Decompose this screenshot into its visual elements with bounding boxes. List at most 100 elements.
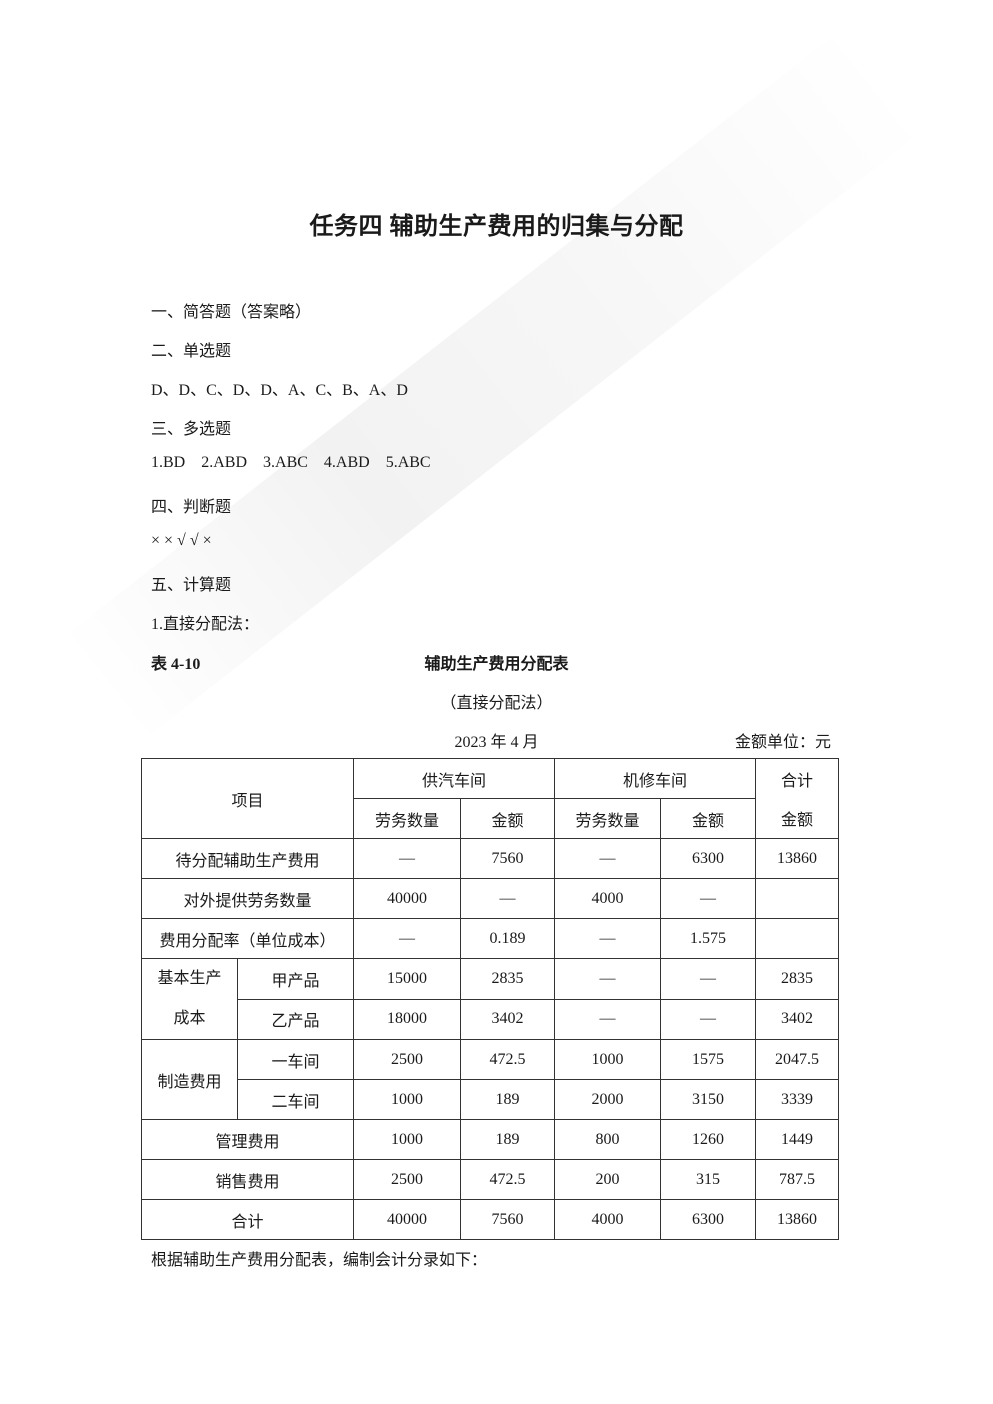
table-cell: 2000: [554, 1079, 661, 1120]
table-cell: —: [460, 878, 555, 919]
header-amount: 金额: [755, 798, 839, 839]
row-label: 甲产品: [237, 958, 354, 1000]
section-true-false: 四、判断题: [151, 499, 232, 516]
table-cell: 2500: [353, 1159, 461, 1200]
table-cell: 472.5: [460, 1039, 555, 1080]
table-row: 待分配辅助生产费用 —7560—6300 13860: [141, 838, 839, 879]
table-cell: [755, 918, 839, 959]
table-cell: 189: [460, 1079, 555, 1120]
table-row: 基本生产 成本 甲产品 15000 2835— —2835: [141, 958, 839, 1040]
table-cell: 4000: [554, 1199, 661, 1240]
page-title: 任务四 辅助生产费用的归集与分配: [309, 214, 684, 240]
table-row: 乙产品 18000 3402— —3402: [142, 998, 839, 1040]
table-cell: 787.5: [755, 1159, 839, 1200]
table-cell: 1000: [353, 1119, 461, 1160]
table-cell: 40000: [353, 1199, 461, 1240]
group-label-line: 基本生产: [157, 970, 222, 987]
section-single-choice: 二、单选题: [151, 343, 232, 360]
group-label: 制造费用: [141, 1039, 238, 1120]
table-row: 管理费用 1000 189 800 1260 1449: [141, 1119, 839, 1160]
row-label: 一车间: [237, 1039, 354, 1080]
table-unit: 金额单位：元: [734, 734, 831, 751]
table-date: 2023 年 4 月: [454, 734, 539, 751]
subheader-row: 劳务数量 金额 劳务数量 金额 金额: [142, 798, 839, 839]
row-label: 销售费用: [141, 1159, 354, 1200]
header-amount: 金额: [660, 798, 756, 839]
table-cell: 6300: [660, 1199, 756, 1240]
row-label: 合计: [141, 1199, 354, 1240]
table-cell: [755, 878, 839, 919]
table-cell: 1575: [660, 1039, 756, 1080]
table-title: 辅助生产费用分配表: [424, 656, 569, 673]
footer-text: 根据辅助生产费用分配表，编制会计分录如下：: [151, 1252, 488, 1269]
table-cell: 40000: [353, 878, 461, 919]
table-cell: 1449: [755, 1119, 839, 1160]
table-row: 对外提供劳务数量 40000—4000—: [141, 878, 839, 919]
table-cell: 2047.5: [755, 1039, 839, 1080]
table-cell: 2500: [353, 1039, 461, 1080]
group-label-line: 成本: [173, 1010, 206, 1027]
header-amount: 金额: [460, 798, 555, 839]
section-short-answer: 一、简答题（答案略）: [151, 304, 312, 321]
table-cell: 3150: [660, 1079, 756, 1120]
section-calculation: 五、计算题: [151, 577, 232, 594]
table-row: 销售费用 2500 472.5 200 315 787.5: [141, 1159, 839, 1200]
group-label: 基本生产 成本: [141, 958, 238, 1040]
table-cell: —: [660, 958, 756, 1000]
table-cell: 4000: [554, 878, 661, 919]
allocation-table: 项目 供汽车间 机修车间 合计 劳务数量 金额 劳务数量 金额 金额 待分配辅助…: [141, 758, 839, 1240]
table-cell: 7560: [460, 838, 555, 879]
header-row: 项目 供汽车间 机修车间 合计: [141, 758, 839, 839]
table-row: 合计 40000 7560 4000 6300 13860: [141, 1199, 839, 1240]
table-cell: 1000: [554, 1039, 661, 1080]
table-cell: 3402: [755, 998, 839, 1040]
table-cell: —: [554, 998, 661, 1040]
table-cell: 2835: [755, 958, 839, 1000]
table-cell: 3339: [755, 1079, 839, 1120]
table-cell: —: [660, 998, 756, 1040]
header-total: 合计: [755, 758, 839, 799]
table-cell: 800: [554, 1119, 661, 1160]
table-cell: —: [353, 918, 461, 959]
table-number: 表 4-10: [151, 656, 201, 673]
table-row: 二车间 1000 189 2000 3150 3339: [142, 1079, 839, 1120]
table-cell: —: [353, 838, 461, 879]
table-cell: 2835: [460, 958, 555, 1000]
table-cell: 18000: [353, 998, 461, 1040]
table-row: 制造费用 一车间 2500 472.5 1000 1575 2047.5: [141, 1039, 839, 1120]
table-cell: 1.575: [660, 918, 756, 959]
row-label: 费用分配率（单位成本）: [141, 918, 354, 959]
table-cell: 200: [554, 1159, 661, 1200]
method-heading: 1.直接分配法：: [151, 616, 260, 633]
header-qty: 劳务数量: [353, 798, 461, 839]
multi-choice-answers: 1.BD 2.ABD 3.ABC 4.ABD 5.ABC: [151, 454, 431, 471]
single-choice-answers: D、D、C、D、D、A、C、B、A、D: [151, 382, 408, 399]
table-cell: 13860: [755, 1199, 839, 1240]
row-label: 管理费用: [141, 1119, 354, 1160]
table-cell: —: [554, 918, 661, 959]
table-cell: 472.5: [460, 1159, 555, 1200]
table-cell: 1000: [353, 1079, 461, 1120]
table-cell: —: [554, 958, 661, 1000]
table-cell: 315: [660, 1159, 756, 1200]
true-false-answers: × × √ √ ×: [151, 532, 212, 549]
table-cell: —: [554, 838, 661, 879]
header-item: 项目: [141, 758, 354, 839]
table-cell: 1260: [660, 1119, 756, 1160]
row-label: 二车间: [237, 1079, 354, 1120]
table-cell: 6300: [660, 838, 756, 879]
section-multi-choice: 三、多选题: [151, 421, 232, 438]
header-steam-workshop: 供汽车间: [353, 758, 555, 799]
table-cell: 15000: [353, 958, 461, 1000]
table-cell: —: [660, 878, 756, 919]
row-label: 乙产品: [237, 998, 354, 1040]
table-cell: 7560: [460, 1199, 555, 1240]
table-cell: 189: [460, 1119, 555, 1160]
table-cell: 3402: [460, 998, 555, 1040]
header-repair-workshop: 机修车间: [554, 758, 756, 799]
table-row: 费用分配率（单位成本） —0.189—1.575: [141, 918, 839, 959]
table-cell: 0.189: [460, 918, 555, 959]
row-label: 对外提供劳务数量: [141, 878, 354, 919]
row-label: 待分配辅助生产费用: [141, 838, 354, 879]
header-qty: 劳务数量: [554, 798, 661, 839]
